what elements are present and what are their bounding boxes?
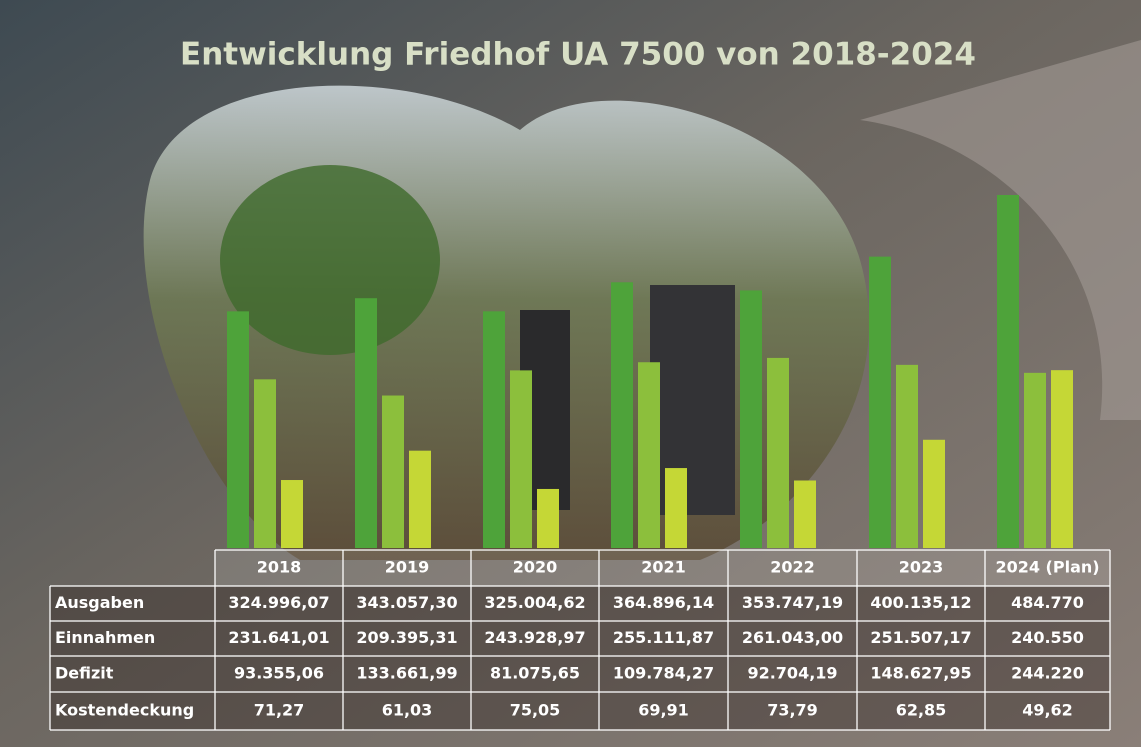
frame-shape — [860, 40, 1141, 420]
table-value: 244.220 — [1011, 664, 1084, 683]
bar — [869, 256, 891, 548]
column-header: 2020 — [513, 558, 558, 577]
bar — [355, 298, 377, 548]
table-value: 49,62 — [1022, 701, 1073, 720]
table-value: 81.075,65 — [490, 664, 580, 683]
bar — [767, 357, 789, 548]
table-value: 69,91 — [638, 701, 689, 720]
bar — [382, 395, 404, 548]
table-value: 343.057,30 — [356, 593, 457, 612]
row-label: Einnahmen — [55, 628, 155, 647]
row-label: Defizit — [55, 664, 114, 683]
table-value: 93.355,06 — [234, 664, 324, 683]
table-value: 73,79 — [767, 701, 818, 720]
table-value: 484.770 — [1011, 593, 1084, 612]
table-value: 364.896,14 — [613, 593, 714, 612]
column-header: 2024 (Plan) — [995, 558, 1099, 577]
table-value: 133.661,99 — [356, 664, 457, 683]
column-header: 2019 — [385, 558, 430, 577]
table-value: 243.928,97 — [484, 628, 585, 647]
bar — [409, 450, 431, 548]
bar — [483, 311, 505, 548]
table-value: 325.004,62 — [484, 593, 585, 612]
table-value: 400.135,12 — [870, 593, 971, 612]
gravestone — [650, 285, 735, 515]
column-header: 2018 — [257, 558, 302, 577]
row-label: Ausgaben — [55, 593, 144, 612]
bar — [665, 468, 687, 548]
table-value: 209.395,31 — [356, 628, 457, 647]
column-header: 2023 — [899, 558, 944, 577]
table-header-bg — [215, 550, 1110, 586]
table-value: 231.641,01 — [228, 628, 329, 647]
bar — [510, 370, 532, 548]
chart-title: Entwicklung Friedhof UA 7500 von 2018-20… — [180, 37, 976, 73]
column-header: 2022 — [770, 558, 815, 577]
table-value: 61,03 — [382, 701, 433, 720]
bar — [1051, 370, 1073, 548]
table-body-bg — [50, 586, 1110, 730]
bar — [638, 362, 660, 548]
bar — [1024, 372, 1046, 548]
bar — [611, 282, 633, 548]
table-value: 75,05 — [510, 701, 561, 720]
table-value: 109.784,27 — [613, 664, 714, 683]
table-value: 148.627,95 — [870, 664, 971, 683]
table-value: 62,85 — [896, 701, 947, 720]
table-value: 92.704,19 — [747, 664, 837, 683]
table-value: 353.747,19 — [742, 593, 843, 612]
bar — [254, 379, 276, 548]
table-value: 240.550 — [1011, 628, 1084, 647]
table-value: 324.996,07 — [228, 593, 329, 612]
table-value: 251.507,17 — [870, 628, 971, 647]
bar — [896, 364, 918, 548]
bar — [794, 480, 816, 548]
bar — [923, 439, 945, 548]
column-header: 2021 — [641, 558, 686, 577]
bar — [740, 290, 762, 548]
table-value: 255.111,87 — [613, 628, 714, 647]
bar — [997, 195, 1019, 548]
bar — [537, 488, 559, 548]
table-value: 261.043,00 — [742, 628, 843, 647]
table-value: 71,27 — [254, 701, 305, 720]
bar — [281, 480, 303, 548]
tree — [220, 165, 440, 355]
bar — [227, 311, 249, 548]
row-label: Kostendeckung — [55, 701, 194, 720]
